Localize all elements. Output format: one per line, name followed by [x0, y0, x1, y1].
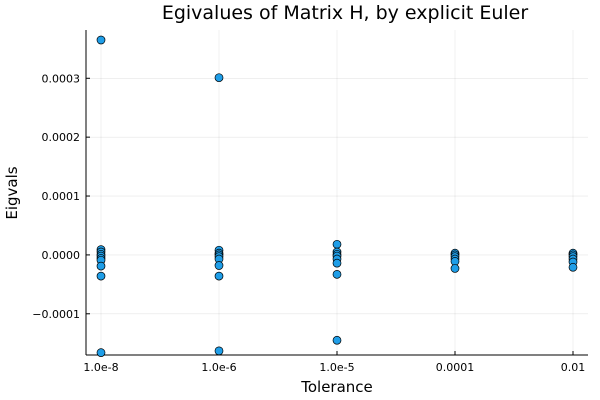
x-tick-label: 1.0e-6: [201, 361, 236, 374]
x-axis-label: Tolerance: [300, 378, 373, 396]
data-point: [96, 348, 106, 357]
x-ticks: 1.0e-8 1.0e-6 1.0e-5 0.0001 0.01: [83, 351, 585, 374]
y-axis-label: Eigvals: [3, 166, 21, 219]
y-tick-label: 0.0003: [42, 72, 81, 85]
data-point: [214, 73, 224, 83]
data-point: [96, 35, 106, 45]
data-point: [332, 239, 342, 249]
data-point: [214, 261, 224, 270]
x-tick-label: 0.01: [561, 361, 586, 374]
data-point: [332, 258, 342, 268]
data-point: [214, 346, 224, 356]
data-point: [332, 335, 342, 345]
x-tick-label: 1.0e-8: [83, 361, 118, 374]
y-tick-label: 0.0000: [42, 249, 81, 262]
x-tick-label: 1.0e-5: [319, 361, 354, 374]
y-tick-label: 0.0001: [42, 190, 81, 203]
grid-lines: [86, 30, 588, 355]
data-point: [96, 261, 106, 271]
data-point: [332, 269, 342, 279]
chart-title: Egivalues of Matrix H, by explicit Euler: [162, 2, 529, 24]
data-point: [96, 271, 106, 281]
data-point: [450, 264, 460, 273]
x-tick-label: 0.0001: [436, 361, 475, 374]
y-ticks: −0.0001 0.0000 0.0001 0.0002 0.0003: [32, 72, 90, 321]
data-point: [568, 262, 578, 272]
data-point: [214, 271, 224, 281]
data-points: [96, 35, 578, 357]
y-tick-label: −0.0001: [32, 308, 80, 321]
y-tick-label: 0.0002: [42, 131, 81, 144]
